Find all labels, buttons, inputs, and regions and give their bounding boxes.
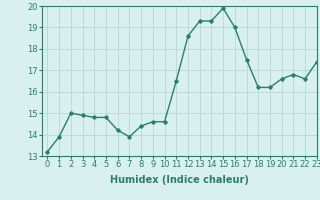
X-axis label: Humidex (Indice chaleur): Humidex (Indice chaleur): [110, 175, 249, 185]
